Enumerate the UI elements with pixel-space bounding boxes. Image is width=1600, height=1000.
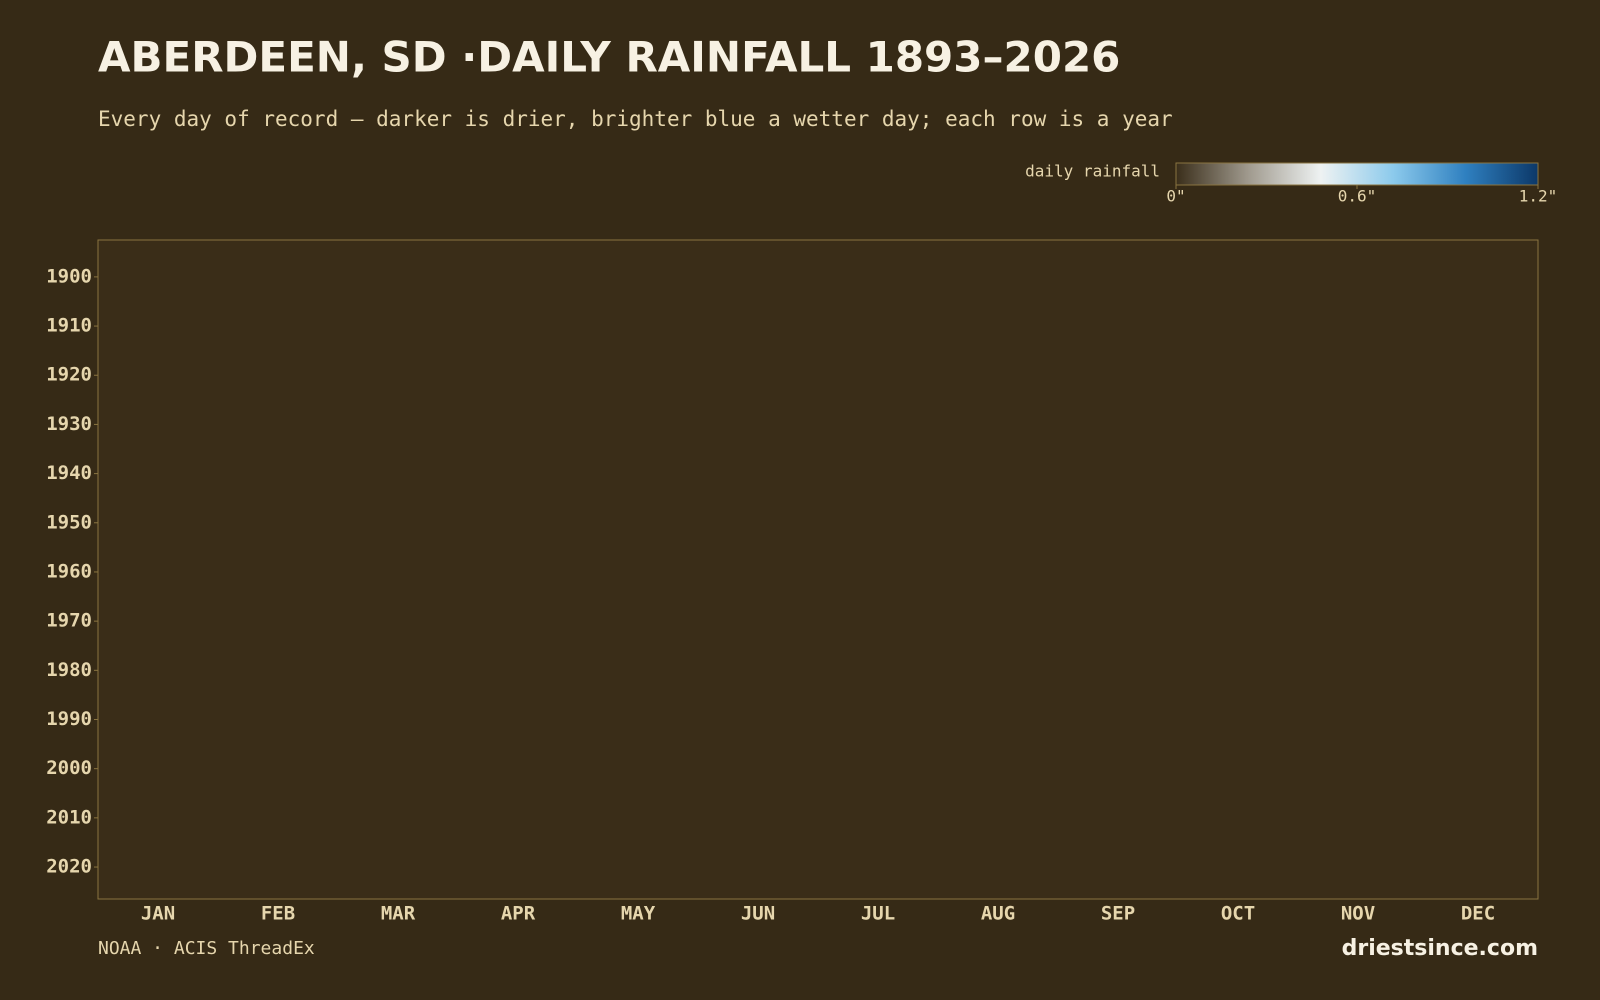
x-tick-label: OCT (1221, 903, 1255, 925)
x-tick-label: AUG (981, 903, 1015, 925)
x-tick-label: DEC (1461, 903, 1495, 925)
y-tick-label: 1910 (46, 315, 92, 337)
y-tick-label: 1970 (46, 610, 92, 632)
colorbar-tick-label: 0" (1166, 187, 1185, 206)
colorbar-tick-label: 1.2" (1519, 187, 1558, 206)
colorbar (1175, 162, 1539, 186)
y-tick-label: 2020 (46, 856, 92, 878)
x-tick-label: APR (501, 903, 536, 925)
y-tick-label: 2010 (46, 806, 92, 828)
x-tick-label: MAR (381, 903, 416, 925)
y-tick-label: 1990 (46, 708, 92, 730)
y-tick-label: 1930 (46, 413, 92, 435)
x-tick-label: MAY (621, 903, 656, 925)
source: NOAA · ACIS ThreadEx (98, 938, 315, 959)
x-tick-label: NOV (1341, 903, 1375, 925)
colorbar-label: daily rainfall (1025, 162, 1160, 181)
y-tick-label: 1980 (46, 659, 92, 681)
y-tick-label: 2000 (46, 757, 92, 779)
chart-subtitle: Every day of record — darker is drier, b… (98, 107, 1173, 131)
x-tick-label: FEB (261, 903, 295, 925)
chart-title: ABERDEEN, SD ·DAILY RAINFALL 1893–2026 (98, 33, 1120, 82)
y-tick-label: 1950 (46, 511, 92, 533)
x-tick-label: JUL (861, 903, 895, 925)
brand: driestsince.com (1342, 936, 1538, 961)
colorbar-tick-label: 0.6" (1338, 187, 1377, 206)
y-tick-label: 1940 (46, 462, 92, 484)
y-tick-label: 1900 (46, 265, 92, 287)
y-tick-label: 1920 (46, 364, 92, 386)
plot-area (97, 239, 1539, 900)
x-tick-label: JUN (741, 903, 775, 925)
x-tick-label: JAN (141, 903, 175, 925)
x-tick-label: SEP (1101, 903, 1135, 925)
y-tick-label: 1960 (46, 560, 92, 582)
